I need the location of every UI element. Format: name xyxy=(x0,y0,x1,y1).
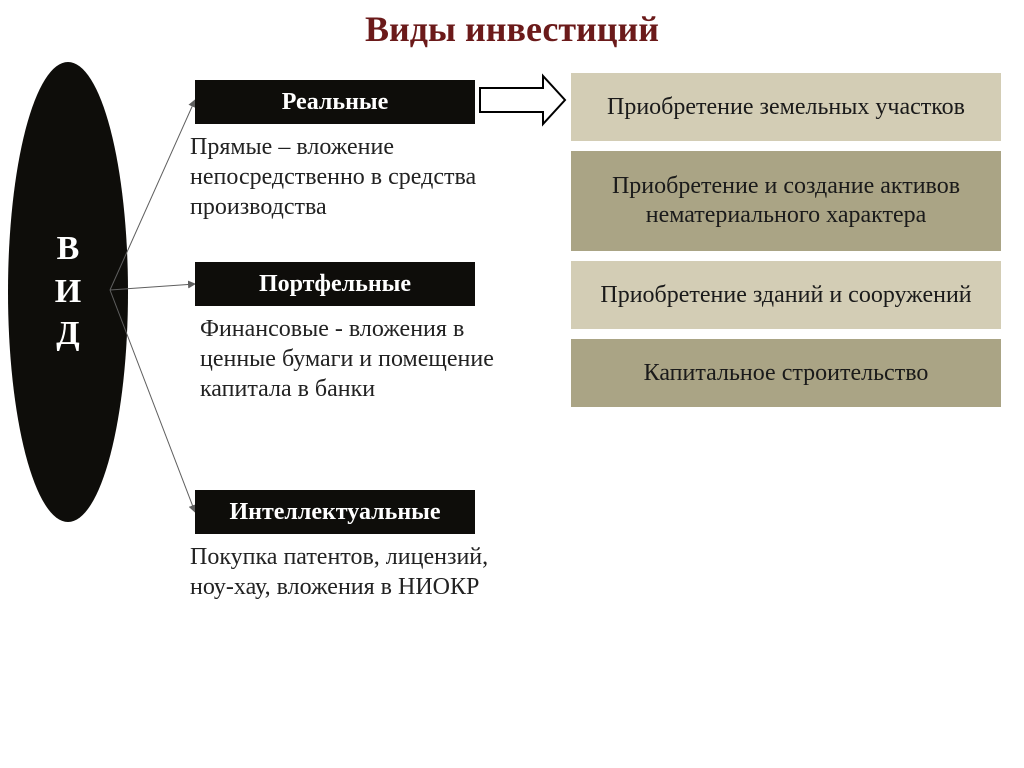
category-box-2: Интеллектуальные xyxy=(195,490,475,534)
right-box-3: Капитальное строительство xyxy=(570,338,1002,408)
page-title: Виды инвестиций xyxy=(0,8,1024,50)
right-box-0: Приобретение земельных участков xyxy=(570,72,1002,142)
category-desc-1: Финансовые - вложения в ценные бумаги и … xyxy=(200,314,500,404)
category-box-0: Реальные xyxy=(195,80,475,124)
right-box-2: Приобретение зданий и сооружений xyxy=(570,260,1002,330)
ellipse-letter: В xyxy=(57,228,80,271)
category-desc-0: Прямые – вложение непосредственно в сред… xyxy=(190,132,500,222)
ellipse-letter: Д xyxy=(56,313,79,356)
right-box-1: Приобретение и создание активов нематери… xyxy=(570,150,1002,252)
vid-ellipse: В И Д xyxy=(8,62,128,522)
ellipse-letter: И xyxy=(55,271,81,314)
category-desc-2: Покупка патентов, лицензий, ноу-хау, вло… xyxy=(190,542,500,602)
category-box-1: Портфельные xyxy=(195,262,475,306)
